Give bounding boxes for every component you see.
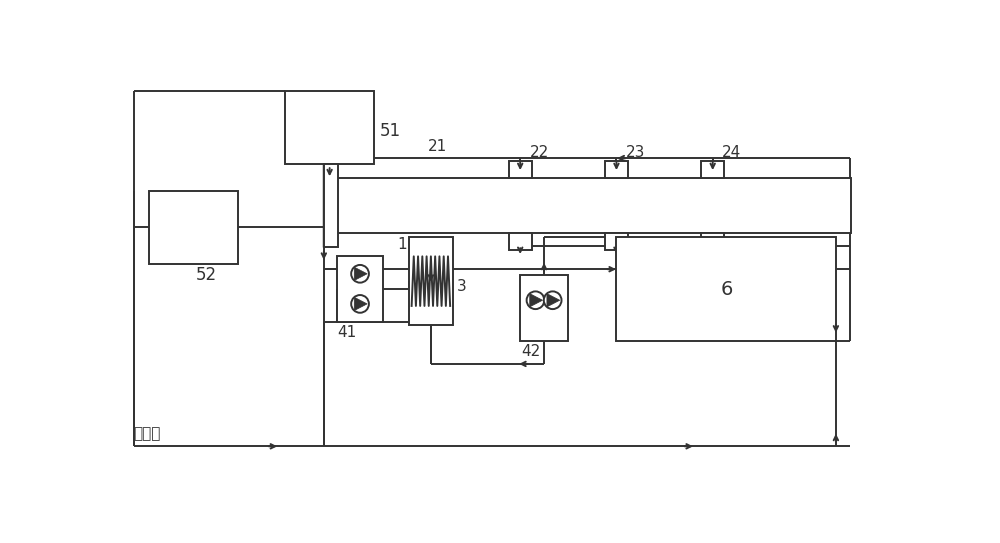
Polygon shape	[354, 267, 367, 280]
Polygon shape	[354, 297, 367, 311]
Circle shape	[544, 292, 562, 309]
Bar	[337, 256, 383, 321]
Text: 1: 1	[397, 237, 407, 252]
Bar	[701, 161, 724, 178]
Bar	[324, 178, 851, 233]
Text: 21: 21	[428, 138, 447, 154]
Text: 6: 6	[720, 280, 733, 299]
Circle shape	[351, 265, 369, 283]
Text: 22: 22	[529, 144, 549, 160]
Bar	[509, 161, 532, 178]
Circle shape	[351, 295, 369, 313]
Polygon shape	[547, 294, 560, 307]
Text: 51: 51	[379, 122, 400, 141]
Bar	[509, 233, 532, 250]
Text: 24: 24	[722, 144, 741, 160]
Bar	[616, 237, 836, 341]
Bar	[409, 237, 453, 325]
Bar	[605, 161, 628, 178]
Text: 41: 41	[337, 325, 356, 340]
Text: 3: 3	[457, 280, 467, 294]
Circle shape	[527, 292, 544, 309]
Bar	[520, 275, 568, 341]
Text: 52: 52	[195, 267, 216, 285]
Bar	[605, 233, 628, 250]
Text: 23: 23	[626, 144, 645, 160]
Bar	[285, 91, 374, 164]
Text: 软化水: 软化水	[134, 426, 161, 441]
Bar	[701, 233, 724, 250]
Bar	[324, 164, 338, 247]
Polygon shape	[530, 294, 543, 307]
Bar	[149, 191, 238, 264]
Text: 42: 42	[522, 344, 541, 359]
